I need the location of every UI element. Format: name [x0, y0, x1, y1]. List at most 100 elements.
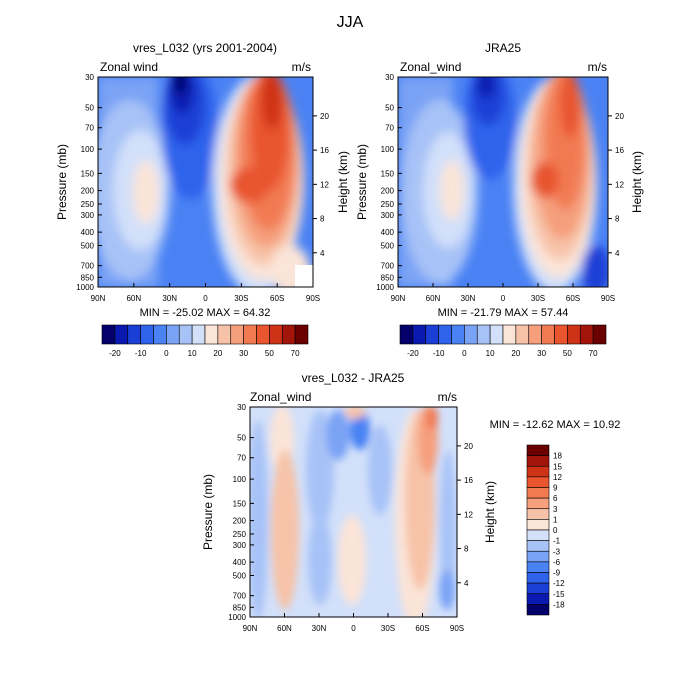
panel-model-colorbar: -20 -10 0 10 20 30 50 70 — [101, 324, 309, 358]
colorbar-swatch — [526, 529, 550, 541]
pressure-tick-label: 1000 — [376, 283, 394, 292]
height-tick-label: 16 — [615, 146, 624, 155]
pressure-tick-label: 1000 — [228, 613, 246, 622]
pressure-tick-label: 500 — [381, 241, 395, 250]
panel-model-left-label: Zonal wind — [100, 60, 158, 74]
colorbar-swatch — [425, 324, 439, 345]
latitude-tick-label: 60S — [270, 294, 284, 303]
pressure-tick-label: 100 — [381, 145, 395, 154]
colorbar-label: 9 — [553, 484, 558, 493]
pressure-tick-label: 70 — [85, 124, 94, 133]
colorbar-swatch — [526, 444, 550, 456]
pressure-tick-label: 50 — [385, 104, 394, 113]
colorbar-swatch — [294, 324, 309, 345]
latitude-tick-label: 90N — [391, 294, 406, 303]
colorbar-swatch — [256, 324, 270, 345]
pressure-tick-label: 200 — [233, 517, 247, 526]
panel-diff-left-label: Zonal_wind — [250, 390, 311, 404]
colorbar-label: 0 — [164, 349, 169, 358]
pressure-tick-label: 100 — [233, 475, 247, 484]
panel-diff-right-label: m/s — [438, 390, 457, 404]
colorbar-swatch — [526, 540, 550, 552]
panel-model-right-label: m/s — [292, 60, 311, 74]
pressure-tick-label: 250 — [381, 200, 395, 209]
colorbar-swatch — [592, 324, 607, 345]
pressure-tick-label: 300 — [81, 211, 95, 220]
latitude-tick-label: 90S — [450, 624, 464, 633]
colorbar-swatch — [464, 324, 478, 345]
pressure-tick-label: 200 — [381, 187, 395, 196]
latitude-tick-label: 90S — [601, 294, 615, 303]
height-tick-label: 20 — [320, 112, 329, 121]
panel-model-minmax: MIN = -25.02 MAX = 64.32 — [140, 307, 271, 319]
colorbar-label: 15 — [553, 462, 562, 471]
height-tick-label: 20 — [615, 112, 624, 121]
colorbar-swatch — [526, 455, 550, 467]
colorbar-swatch — [526, 582, 550, 595]
colorbar-label: 50 — [563, 349, 572, 358]
latitude-tick-label: 30S — [381, 624, 395, 633]
colorbar-swatch — [579, 324, 594, 345]
colorbar-label: 12 — [553, 473, 562, 482]
latitude-tick-label: 30S — [531, 294, 545, 303]
colorbar-swatch — [140, 324, 154, 345]
pressure-tick-label: 70 — [237, 454, 246, 463]
colorbar-label: 30 — [537, 349, 546, 358]
colorbar-label: -12 — [553, 579, 565, 588]
colorbar-swatch — [526, 487, 550, 499]
pressure-tick-label: 250 — [81, 200, 95, 209]
colorbar-label: 20 — [213, 349, 222, 358]
height-tick-label: 4 — [615, 249, 620, 258]
colorbar-label: 70 — [589, 349, 598, 358]
height-tick-label: 20 — [464, 442, 473, 451]
colorbar-label: 1 — [553, 515, 558, 524]
pressure-tick-label: 100 — [81, 145, 95, 154]
height-tick-label: 4 — [320, 249, 325, 258]
colorbar-swatch — [526, 550, 550, 563]
latitude-tick-label: 30N — [461, 294, 476, 303]
height-tick-label: 4 — [464, 579, 469, 588]
colorbar-label: 10 — [188, 349, 197, 358]
height-tick-label: 8 — [464, 545, 469, 554]
panel-jra-minmax: MIN = -21.79 MAX = 57.44 — [438, 307, 569, 319]
panel-jra-title: JRA25 — [485, 41, 521, 55]
colorbar-swatch — [204, 324, 219, 345]
colorbar-swatch — [526, 465, 550, 478]
pressure-tick-label: 50 — [237, 434, 246, 443]
colorbar-swatch — [526, 593, 550, 605]
colorbar-label: 0 — [553, 526, 558, 535]
colorbar-swatch — [451, 324, 465, 345]
pressure-tick-label: 400 — [233, 558, 247, 567]
figure-title: JJA — [337, 14, 364, 31]
colorbar-label: -3 — [553, 547, 561, 556]
latitude-tick-label: 90N — [243, 624, 258, 633]
colorbar-label: 70 — [291, 349, 300, 358]
pressure-tick-label: 30 — [237, 403, 246, 412]
latitude-tick-label: 30N — [162, 294, 177, 303]
latitude-tick-label: 60S — [566, 294, 580, 303]
colorbar-swatch — [399, 324, 414, 345]
pressure-tick-label: 700 — [81, 262, 95, 271]
colorbar-swatch — [178, 324, 193, 345]
panel-model-left-axis: 3050701001502002503004005007008501000481… — [76, 73, 329, 303]
latitude-tick-label: 60N — [126, 294, 141, 303]
pressure-tick-label: 850 — [233, 603, 247, 612]
pressure-tick-label: 250 — [233, 530, 247, 539]
colorbar-label: 20 — [511, 349, 520, 358]
colorbar-label: -10 — [135, 349, 147, 358]
colorbar-label: 0 — [462, 349, 467, 358]
colorbar-swatch — [269, 324, 283, 345]
colorbar-label: -10 — [433, 349, 445, 358]
pressure-tick-label: 300 — [381, 211, 395, 220]
colorbar-swatch — [554, 324, 568, 345]
height-tick-label: 8 — [615, 215, 620, 224]
colorbar-swatch — [567, 324, 581, 345]
pressure-tick-label: 1000 — [76, 283, 94, 292]
panel-model-field — [98, 77, 313, 287]
pressure-tick-label: 400 — [81, 228, 95, 237]
latitude-tick-label: 90S — [306, 294, 320, 303]
colorbar-swatch — [114, 324, 129, 345]
pressure-tick-label: 30 — [85, 73, 94, 82]
panel-jra-field — [398, 77, 608, 287]
